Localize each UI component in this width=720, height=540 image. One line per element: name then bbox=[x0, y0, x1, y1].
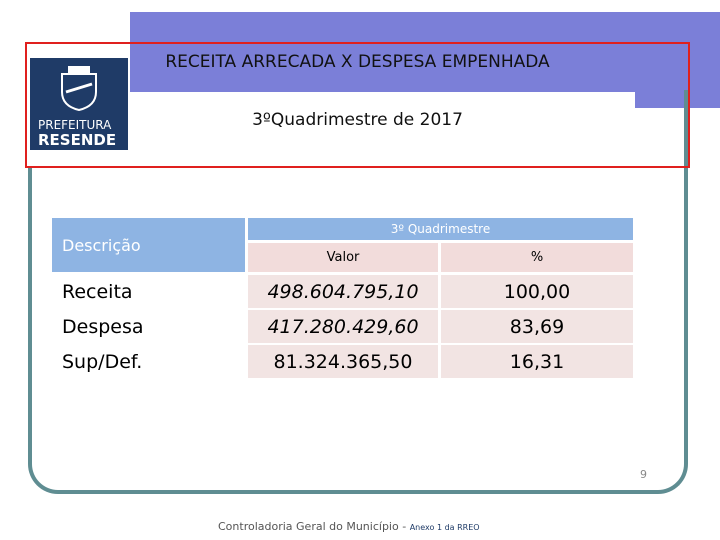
column-header: Valor bbox=[248, 243, 438, 272]
subtitle: 3ºQuadrimestre de 2017 bbox=[252, 110, 463, 130]
column-header: % bbox=[441, 243, 633, 272]
crest bbox=[61, 66, 97, 112]
cell: 498.604.795,10 bbox=[248, 275, 438, 308]
logo: PREFEITURA RESENDE bbox=[30, 58, 128, 150]
cell: 83,69 bbox=[441, 310, 633, 343]
row-label: Receita bbox=[52, 275, 245, 308]
footer-annex: Anexo 1 da RREO bbox=[409, 523, 480, 532]
highlight-box bbox=[25, 42, 690, 168]
logo-line1: PREFEITURA bbox=[38, 118, 112, 132]
band-line bbox=[130, 92, 635, 96]
page-number: 9 bbox=[640, 468, 647, 481]
row-label: Despesa bbox=[52, 310, 245, 343]
frame bbox=[28, 90, 688, 494]
white-block bbox=[130, 96, 635, 166]
cell: 16,31 bbox=[441, 345, 633, 378]
logo-line2: RESENDE bbox=[38, 131, 117, 149]
cell: 100,00 bbox=[441, 275, 633, 308]
cell: 81.324.365,50 bbox=[248, 345, 438, 378]
footer: Controladoria Geral do Município - Anexo… bbox=[218, 520, 480, 533]
cell: 417.280.429,60 bbox=[248, 310, 438, 343]
row-label: Sup/Def. bbox=[52, 345, 245, 378]
description-header: Descrição bbox=[52, 218, 245, 272]
footer-text: Controladoria Geral do Município - bbox=[218, 520, 410, 533]
group-header: 3º Quadrimestre bbox=[248, 218, 633, 240]
title: RECEITA ARRECADA X DESPESA EMPENHADA bbox=[165, 52, 550, 72]
